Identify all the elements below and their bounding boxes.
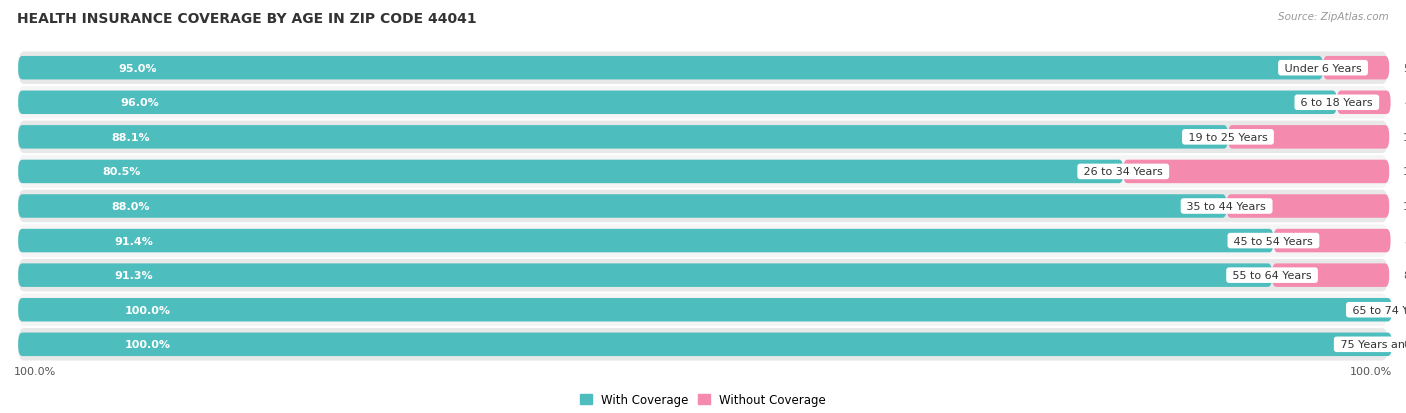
FancyBboxPatch shape: [1274, 229, 1391, 253]
Legend: With Coverage, Without Coverage: With Coverage, Without Coverage: [575, 389, 831, 411]
FancyBboxPatch shape: [18, 225, 1388, 257]
FancyBboxPatch shape: [18, 190, 1388, 223]
FancyBboxPatch shape: [18, 294, 1388, 326]
Text: 8.7%: 8.7%: [1405, 236, 1406, 246]
Text: 88.0%: 88.0%: [111, 202, 149, 211]
Text: Under 6 Years: Under 6 Years: [1281, 64, 1365, 74]
FancyBboxPatch shape: [18, 121, 1388, 154]
Text: 100.0%: 100.0%: [14, 366, 56, 376]
Text: 11.9%: 11.9%: [1403, 133, 1406, 142]
Text: 19 to 25 Years: 19 to 25 Years: [1185, 133, 1271, 142]
FancyBboxPatch shape: [18, 259, 1388, 292]
Text: 80.5%: 80.5%: [103, 167, 141, 177]
Text: Source: ZipAtlas.com: Source: ZipAtlas.com: [1278, 12, 1389, 22]
Text: 88.1%: 88.1%: [111, 133, 150, 142]
FancyBboxPatch shape: [18, 57, 1323, 80]
FancyBboxPatch shape: [18, 229, 1274, 253]
FancyBboxPatch shape: [18, 333, 1392, 356]
Text: 91.4%: 91.4%: [115, 236, 153, 246]
FancyBboxPatch shape: [1227, 126, 1389, 149]
FancyBboxPatch shape: [18, 160, 1123, 184]
FancyBboxPatch shape: [1323, 57, 1389, 80]
FancyBboxPatch shape: [1337, 91, 1391, 115]
Text: 95.0%: 95.0%: [118, 64, 157, 74]
Text: 96.0%: 96.0%: [120, 98, 159, 108]
FancyBboxPatch shape: [1123, 160, 1389, 184]
FancyBboxPatch shape: [18, 52, 1388, 85]
Text: 0.0%: 0.0%: [1403, 305, 1406, 315]
FancyBboxPatch shape: [1272, 264, 1389, 287]
Text: 26 to 34 Years: 26 to 34 Years: [1080, 167, 1167, 177]
FancyBboxPatch shape: [18, 87, 1388, 119]
Text: 100.0%: 100.0%: [124, 339, 170, 349]
Text: 100.0%: 100.0%: [1350, 366, 1392, 376]
Text: HEALTH INSURANCE COVERAGE BY AGE IN ZIP CODE 44041: HEALTH INSURANCE COVERAGE BY AGE IN ZIP …: [17, 12, 477, 26]
Text: 5.0%: 5.0%: [1403, 64, 1406, 74]
FancyBboxPatch shape: [18, 298, 1392, 322]
FancyBboxPatch shape: [18, 126, 1227, 149]
Text: 45 to 54 Years: 45 to 54 Years: [1230, 236, 1316, 246]
Text: 100.0%: 100.0%: [124, 305, 170, 315]
Text: 8.7%: 8.7%: [1403, 271, 1406, 280]
FancyBboxPatch shape: [18, 156, 1388, 188]
Text: 75 Years and older: 75 Years and older: [1337, 339, 1406, 349]
Text: 19.5%: 19.5%: [1403, 167, 1406, 177]
Text: 12.0%: 12.0%: [1403, 202, 1406, 211]
Text: 6 to 18 Years: 6 to 18 Years: [1298, 98, 1376, 108]
Text: 35 to 44 Years: 35 to 44 Years: [1184, 202, 1270, 211]
Text: 0.0%: 0.0%: [1403, 339, 1406, 349]
FancyBboxPatch shape: [1226, 195, 1389, 218]
Text: 4.1%: 4.1%: [1405, 98, 1406, 108]
FancyBboxPatch shape: [18, 264, 1272, 287]
Text: 65 to 74 Years: 65 to 74 Years: [1348, 305, 1406, 315]
FancyBboxPatch shape: [18, 195, 1226, 218]
Text: 91.3%: 91.3%: [115, 271, 153, 280]
FancyBboxPatch shape: [18, 91, 1337, 115]
FancyBboxPatch shape: [18, 328, 1388, 361]
Text: 55 to 64 Years: 55 to 64 Years: [1229, 271, 1315, 280]
